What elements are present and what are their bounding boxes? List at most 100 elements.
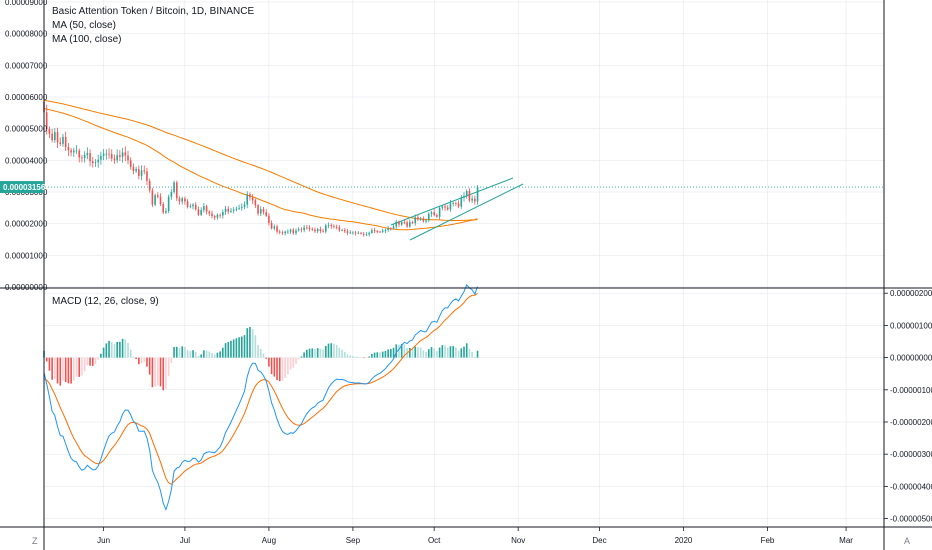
macd-histogram-bar — [78, 357, 81, 377]
candle-body — [327, 224, 330, 226]
macd-histogram-bar — [460, 348, 463, 358]
macd-histogram-bar — [159, 357, 162, 387]
macd-histogram-bar — [468, 348, 471, 358]
candle-body — [235, 208, 238, 210]
candle-body — [203, 206, 205, 211]
macd-histogram-bar — [270, 357, 273, 375]
macd-histogram-bar — [452, 346, 454, 358]
candle-body — [251, 197, 254, 201]
candles — [43, 98, 479, 237]
candle-body — [97, 159, 100, 163]
macd-histogram-bar — [463, 346, 465, 358]
macd-histogram-bar — [243, 335, 246, 358]
macd-histogram-bar — [322, 349, 324, 358]
macd-histogram-bar — [83, 357, 86, 372]
candle-body — [246, 194, 249, 205]
candle-body — [322, 230, 324, 232]
candle-body — [449, 203, 452, 210]
macd-histogram-bar — [455, 347, 457, 358]
macd-tick-label: -0.00000500 — [890, 515, 932, 524]
macd-histogram-bar — [45, 357, 48, 362]
candle-body — [83, 154, 86, 159]
macd-histogram-bar — [335, 344, 338, 358]
candle-body — [446, 207, 449, 210]
time-tick-label: Dec — [592, 536, 606, 545]
ma100-legend[interactable]: MA (100, close) — [52, 34, 122, 45]
macd-tick-label: -0.00000300 — [890, 450, 932, 459]
candle-body — [284, 231, 286, 234]
candle-body — [338, 227, 341, 231]
macd-histogram-bar — [124, 339, 127, 358]
macd-histogram-bar — [175, 346, 178, 358]
macd-histogram-bar — [338, 347, 341, 358]
macd-histogram-bar — [319, 348, 322, 358]
candle-body — [254, 200, 257, 206]
macd-histogram-bar — [254, 335, 257, 358]
time-tick-label: Aug — [262, 536, 276, 545]
candle-body — [219, 214, 221, 216]
macd-legend[interactable]: MACD (12, 26, close, 9) — [52, 296, 159, 307]
candle-body — [384, 230, 387, 231]
candle-body — [127, 155, 129, 161]
macd-histogram-bar — [365, 357, 368, 359]
macd-histogram-bar — [132, 356, 135, 358]
candle-body — [362, 233, 365, 235]
candle-body — [281, 232, 284, 234]
candle-body — [165, 211, 167, 213]
macd-histogram-bar — [151, 357, 154, 388]
macd-histogram-bar — [414, 346, 417, 358]
macd-histogram-bar — [173, 347, 175, 358]
candle-body — [200, 210, 202, 215]
macd-histogram-bar — [148, 357, 151, 375]
candle-body — [295, 230, 297, 234]
macd-histogram-bar — [474, 356, 476, 358]
trend-line-lower[interactable] — [409, 183, 524, 241]
candle-body — [140, 170, 143, 176]
macd-histogram-bar — [398, 344, 400, 358]
candle-body — [273, 226, 276, 229]
macd-histogram-bar — [91, 357, 94, 366]
macd-histogram-bar — [444, 345, 446, 358]
moving-averages — [43, 99, 478, 231]
candle-body — [116, 155, 118, 161]
candle-body — [341, 230, 343, 231]
macd-histogram-bar — [390, 348, 392, 358]
macd-histogram-bar — [476, 350, 479, 358]
candle-body — [119, 155, 121, 157]
macd-histogram-bar — [278, 357, 281, 382]
macd-histogram-bar — [224, 343, 227, 358]
macd-histogram-bar — [268, 357, 270, 367]
candle-body — [357, 232, 360, 234]
candle-body — [392, 226, 395, 229]
candle-body — [62, 136, 64, 144]
macd-histogram-bar — [227, 341, 230, 358]
candle-body — [108, 153, 110, 155]
candle-body — [349, 232, 352, 234]
macd-histogram-bar — [205, 350, 208, 358]
macd-pane — [43, 283, 479, 512]
candle-body — [243, 204, 246, 207]
candle-body — [324, 225, 327, 232]
macd-histogram-bar — [400, 343, 403, 358]
macd-histogram-bar — [295, 357, 297, 364]
macd-histogram-bar — [140, 357, 143, 364]
candle-body — [240, 206, 243, 208]
candle-body — [91, 161, 94, 164]
candle-body — [224, 208, 227, 212]
candle-body — [102, 153, 105, 156]
ma50-legend[interactable]: MA (50, close) — [52, 20, 116, 31]
candle-body — [270, 223, 273, 229]
candle-body — [438, 207, 441, 217]
macd-histogram-bar — [216, 352, 219, 358]
macd-histogram-bar — [119, 341, 121, 358]
timezone-button[interactable]: Z — [32, 536, 38, 546]
macd-histogram-bar — [184, 346, 186, 358]
trend-line-upper[interactable] — [390, 177, 514, 226]
macd-histogram-bar — [232, 339, 235, 358]
candle-body — [287, 231, 289, 233]
macd-histogram-bar — [262, 353, 265, 358]
candle-body — [455, 203, 457, 204]
candle-body — [148, 180, 151, 191]
auto-scale-button[interactable]: A — [904, 536, 911, 546]
